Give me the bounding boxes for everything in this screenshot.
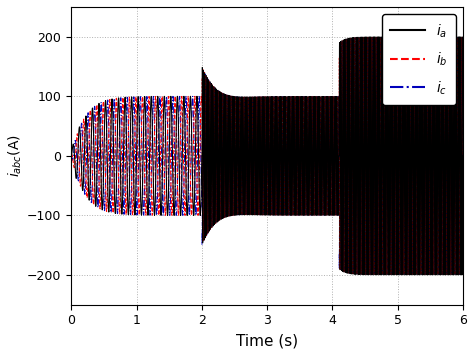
X-axis label: Time (s): Time (s) — [236, 333, 298, 348]
Y-axis label: $i_{abc}$(A): $i_{abc}$(A) — [7, 135, 24, 177]
Legend: $i_a$, $i_b$, $i_c$: $i_a$, $i_b$, $i_c$ — [382, 14, 456, 105]
